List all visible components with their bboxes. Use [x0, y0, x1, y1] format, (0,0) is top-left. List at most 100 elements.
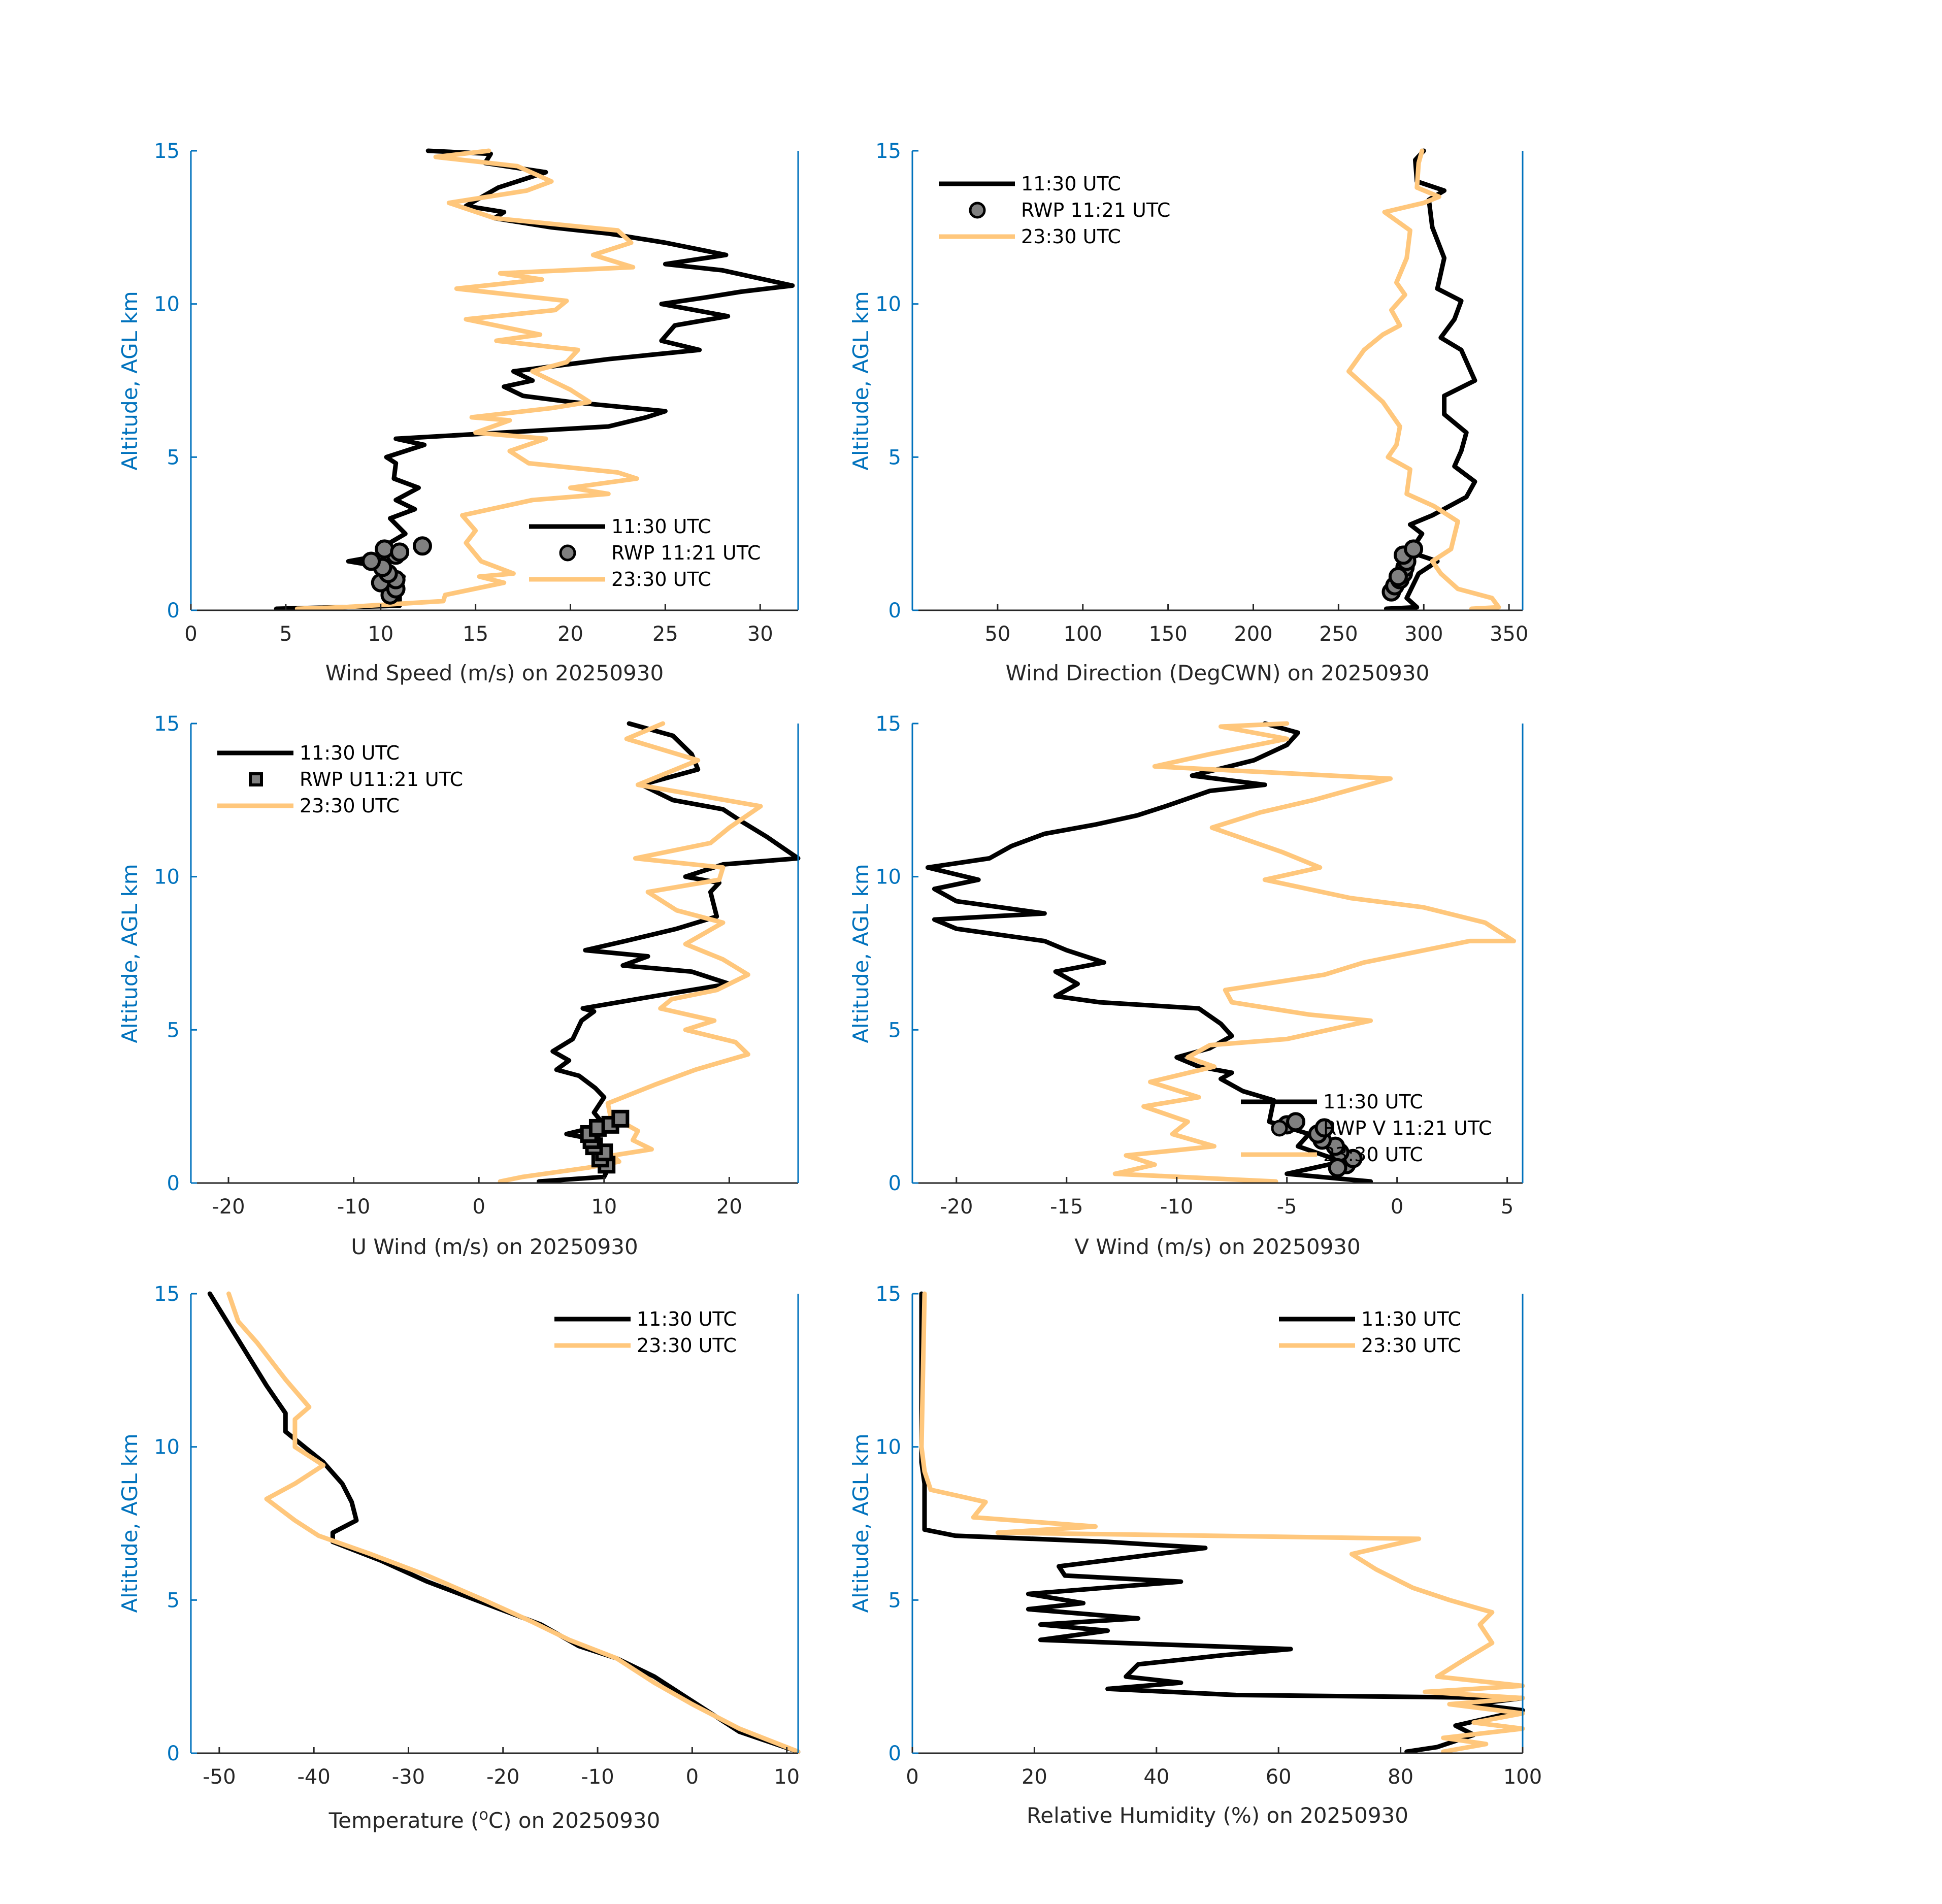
legend: 11:30 UTC RWP 11:21 UTC 23:30 UTC [529, 515, 761, 590]
x-axis-label: U Wind (m/s) on 20250930 [351, 1234, 638, 1259]
series-line-11-30-utc [925, 721, 1373, 1184]
y-tick-label: 5 [888, 1589, 901, 1612]
legend-rwp-circle-icon [1271, 1120, 1288, 1137]
rwp-marker [375, 539, 394, 559]
y-tick-label: 5 [167, 1019, 180, 1042]
x-axis-label: Wind Speed (m/s) on 20250930 [325, 661, 664, 685]
legend-label: 23:30 UTC [637, 1334, 737, 1357]
y-axis-label: Altitude, AGL km [117, 291, 142, 470]
y-tick-label: 0 [888, 599, 901, 622]
y-axis-label: Altitude, AGL km [848, 864, 873, 1043]
panel-v-wind: V Wind (m/s) on 20250930 Altitude, AGL k… [848, 712, 1524, 1259]
x-tick-label: 5 [1501, 1195, 1513, 1219]
y-axis-label: Altitude, AGL km [848, 1433, 873, 1613]
legend-label: 23:30 UTC [611, 568, 711, 590]
x-tick-label: 50 [984, 622, 1010, 646]
x-tick-label: 200 [1234, 622, 1272, 646]
series-line-23-30-utc [1112, 721, 1517, 1184]
series-line-11-30-utc [537, 721, 801, 1184]
series-line-11-30-utc [1384, 148, 1477, 611]
y-tick-label: 5 [888, 1019, 901, 1042]
x-tick-label: 60 [1266, 1765, 1292, 1789]
series-line-11-30-utc [274, 148, 795, 611]
legend-label: 23:30 UTC [1323, 1143, 1423, 1166]
panel-relative-humidity: Relative Humidity (%) on 20250930 Altitu… [848, 1283, 1542, 1828]
rwp-marker [412, 536, 432, 556]
series-line-23-30-utc [294, 148, 639, 611]
y-tick-label: 15 [154, 712, 180, 736]
x-tick-label: 100 [1503, 1765, 1542, 1789]
y-tick-label: 0 [167, 1742, 180, 1765]
x-tick-label: 100 [1064, 622, 1102, 646]
x-tick-label: 20 [716, 1195, 742, 1219]
x-tick-label: -15 [1050, 1195, 1083, 1219]
legend-rwp-circle-icon [559, 544, 576, 562]
y-tick-label: 10 [875, 293, 901, 316]
legend-label: RWP 11:21 UTC [611, 542, 761, 564]
x-axis-label: V Wind (m/s) on 20250930 [1074, 1234, 1361, 1259]
panel-wind-direction: Wind Direction (DegCWN) on 20250930 Alti… [848, 140, 1528, 685]
rwp-marker [611, 1109, 630, 1128]
legend-label: 23:30 UTC [1361, 1334, 1461, 1357]
x-axis-label-prefix: Temperature ( [328, 1808, 479, 1833]
y-tick-label: 10 [154, 293, 180, 316]
x-tick-label: 40 [1143, 1765, 1169, 1789]
x-tick-label: -20 [212, 1195, 245, 1219]
x-tick-label: 15 [463, 622, 488, 646]
legend-label: 11:30 UTC [300, 742, 400, 764]
y-tick-label: 0 [167, 599, 180, 622]
panel-wind-speed: Wind Speed (m/s) on 20250930 Altitude, A… [117, 140, 799, 685]
rwp-marker [1328, 1158, 1347, 1177]
panel-temperature: Temperature (oC) on 20250930 Altitude, A… [117, 1283, 801, 1833]
series-line-23-30-utc [1346, 148, 1501, 611]
x-axis-label: Temperature (oC) on 20250930 [328, 1806, 661, 1833]
x-tick-label: -10 [337, 1195, 370, 1219]
y-tick-label: 15 [875, 712, 901, 736]
legend-label: 11:30 UTC [1021, 173, 1121, 195]
legend-label: RWP 11:21 UTC [1021, 199, 1170, 221]
x-axis-label-suffix: C) on 20250930 [488, 1808, 661, 1833]
x-tick-label: 150 [1148, 622, 1187, 646]
x-axis-label: Wind Direction (DegCWN) on 20250930 [1006, 661, 1430, 685]
series-line-23-30-utc [919, 1291, 1525, 1754]
series-line-11-30-utc [207, 1291, 801, 1754]
rwp-marker [1404, 539, 1424, 559]
x-tick-label: 25 [652, 622, 678, 646]
x-tick-label: -20 [940, 1195, 973, 1219]
legend-label: RWP V 11:21 UTC [1323, 1117, 1492, 1139]
x-tick-label: 10 [368, 622, 393, 646]
x-tick-label: -10 [1160, 1195, 1193, 1219]
x-tick-label: 20 [1022, 1765, 1047, 1789]
x-tick-label: 0 [906, 1765, 918, 1789]
legend: 11:30 UTC RWP V 11:21 UTC 23:30 UTC [1241, 1091, 1492, 1166]
y-tick-label: 5 [167, 446, 180, 469]
x-tick-label: -50 [203, 1765, 236, 1789]
legend-rwp-circle-icon [969, 202, 986, 219]
x-tick-label: -30 [392, 1765, 425, 1789]
y-tick-label: 0 [167, 1172, 180, 1195]
x-tick-label: 0 [1391, 1195, 1403, 1219]
legend: 11:30 UTC 23:30 UTC [554, 1308, 737, 1357]
y-tick-label: 0 [888, 1742, 901, 1765]
y-tick-label: 10 [875, 1436, 901, 1459]
series-line-11-30-utc [919, 1291, 1525, 1754]
y-tick-label: 0 [888, 1172, 901, 1195]
y-tick-label: 5 [167, 1589, 180, 1612]
legend: 11:30 UTC RWP U11:21 UTC 23:30 UTC [217, 742, 463, 817]
x-tick-label: 350 [1490, 622, 1528, 646]
panel-u-wind: U Wind (m/s) on 20250930 Altitude, AGL k… [117, 712, 801, 1259]
legend-rwp-square-icon [249, 772, 263, 786]
y-axis-label: Altitude, AGL km [848, 291, 873, 470]
x-tick-label: -40 [298, 1765, 331, 1789]
legend-label: 11:30 UTC [611, 515, 711, 538]
rwp-marker [390, 542, 410, 562]
x-tick-label: 0 [472, 1195, 485, 1219]
legend-label: 23:30 UTC [1021, 225, 1121, 248]
x-tick-label: 300 [1404, 622, 1443, 646]
x-tick-label: -20 [486, 1765, 519, 1789]
y-tick-label: 15 [875, 1283, 901, 1306]
series-line-23-30-utc [226, 1291, 801, 1754]
y-axis-label: Altitude, AGL km [117, 864, 142, 1043]
x-tick-label: -10 [581, 1765, 614, 1789]
